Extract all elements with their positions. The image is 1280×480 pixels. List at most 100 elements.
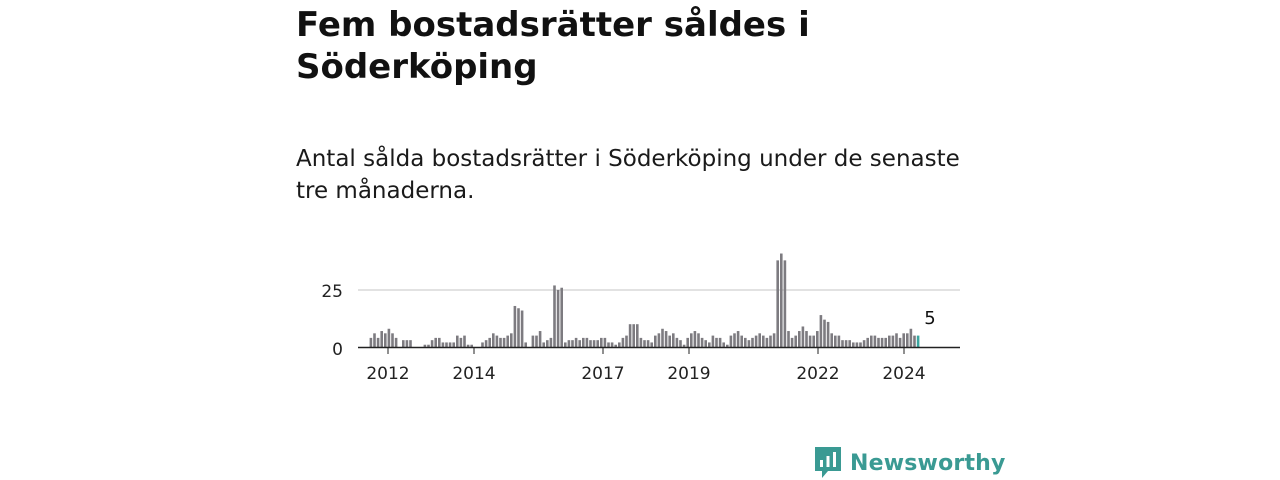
bar (610, 342, 614, 347)
bar (603, 337, 607, 347)
chart-subtitle: Antal sålda bostadsrätter i Söderköping … (296, 146, 960, 204)
bar (589, 340, 592, 347)
bar (567, 340, 571, 347)
bar (574, 337, 578, 347)
bar (484, 340, 488, 347)
bar (783, 260, 787, 347)
bar (711, 335, 715, 347)
bar (582, 337, 585, 347)
bar (765, 337, 769, 347)
bar (675, 337, 679, 347)
y-tick-label-25: 25 (321, 282, 343, 302)
bar (906, 333, 909, 347)
page-title: Fem bostadsrätter såldes i Söderköping (296, 5, 810, 87)
bar (819, 315, 823, 347)
bar (672, 333, 675, 347)
bar (790, 337, 794, 347)
bar (740, 335, 743, 347)
bar (636, 324, 639, 347)
bar (373, 333, 376, 347)
bar (549, 337, 553, 347)
bar (682, 344, 686, 347)
bar (556, 290, 560, 347)
bar (456, 335, 459, 347)
x-tick-label-2014: 2014 (452, 364, 495, 384)
bar (614, 344, 617, 347)
bar (445, 342, 448, 347)
bar (423, 344, 427, 347)
bar (870, 335, 873, 347)
bar (618, 342, 621, 347)
bar (888, 335, 891, 347)
bar (434, 337, 437, 347)
newsworthy-logo-icon (815, 447, 841, 478)
bar (679, 340, 682, 347)
bar (693, 331, 697, 347)
bar (852, 342, 855, 347)
bar (628, 324, 632, 347)
bar (837, 335, 841, 347)
bar (736, 331, 740, 347)
bar (578, 340, 581, 347)
bar (625, 335, 628, 347)
bar (427, 344, 430, 347)
bar (402, 340, 405, 347)
bar (452, 342, 455, 347)
x-tick-label-2022: 2022 (796, 364, 839, 384)
bar (690, 333, 693, 347)
bar (909, 328, 913, 347)
bar (470, 344, 473, 347)
bar (585, 337, 589, 347)
bar (571, 340, 574, 347)
x-tick-label-2017: 2017 (581, 364, 624, 384)
bars-group (369, 253, 920, 347)
bar (841, 340, 844, 347)
bar (394, 337, 398, 347)
bar (600, 337, 603, 347)
bar (621, 337, 625, 347)
bar (513, 305, 517, 347)
bar (697, 333, 700, 347)
bar (704, 340, 707, 347)
bar (448, 342, 452, 347)
x-tick-label-2012: 2012 (366, 364, 409, 384)
bar (794, 335, 797, 347)
bar (650, 342, 653, 347)
bar (762, 335, 765, 347)
bar (542, 342, 545, 347)
bar (834, 335, 837, 347)
bar (816, 331, 819, 347)
bar (607, 342, 610, 347)
brand-logo: Newsworthy (814, 446, 1006, 480)
bar (646, 340, 650, 347)
latest-value-label: 5 (924, 308, 935, 329)
bar (848, 340, 851, 347)
bar (481, 342, 484, 347)
bar (718, 337, 722, 347)
bar (592, 340, 596, 347)
bar (769, 335, 772, 347)
bar (686, 337, 689, 347)
bar (913, 335, 916, 347)
bar (801, 326, 805, 347)
bar (463, 335, 466, 347)
bar (880, 337, 884, 347)
bar (546, 340, 549, 347)
bar (708, 342, 711, 347)
bar (553, 285, 556, 347)
bar (376, 337, 380, 347)
bar (664, 331, 668, 347)
brand-name: Newsworthy (850, 450, 1006, 476)
bar (430, 340, 434, 347)
bar (369, 337, 373, 347)
bar (898, 337, 902, 347)
bar (488, 337, 491, 347)
bar (510, 333, 513, 347)
bar (902, 333, 905, 347)
bar (891, 335, 895, 347)
bar (758, 333, 761, 347)
bar (866, 337, 869, 347)
bar (657, 333, 661, 347)
bar (747, 340, 751, 347)
